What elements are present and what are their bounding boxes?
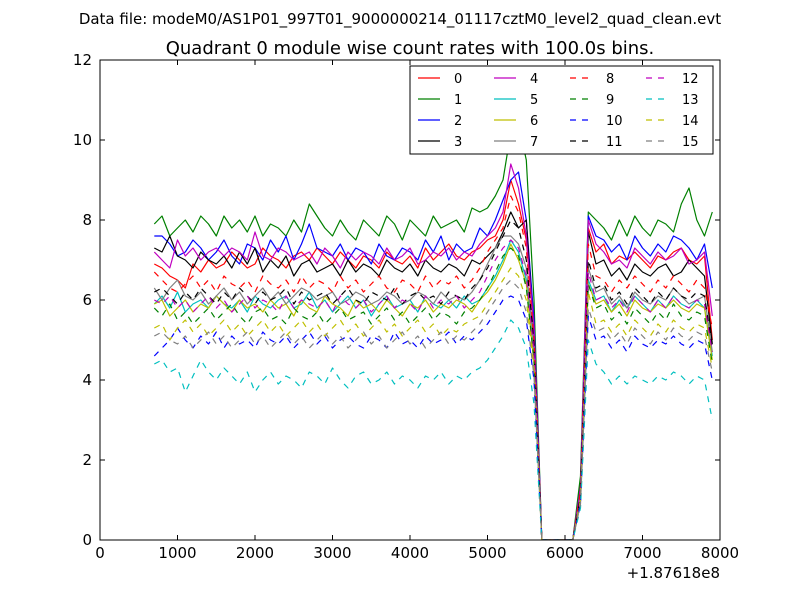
series-line-3 xyxy=(154,211,713,540)
legend-label-3: 3 xyxy=(454,135,462,150)
series-line-12 xyxy=(154,239,713,540)
legend-label-1: 1 xyxy=(454,93,462,108)
series-line-11 xyxy=(154,219,713,540)
y-tick-label: 0 xyxy=(82,531,92,549)
series-line-8 xyxy=(153,195,713,540)
legend-label-0: 0 xyxy=(454,72,462,87)
x-tick-label: 1000 xyxy=(158,544,196,562)
series-layer xyxy=(153,123,713,540)
y-tick-label: 2 xyxy=(82,451,92,469)
legend-label-10: 10 xyxy=(606,114,623,129)
legend-label-8: 8 xyxy=(606,72,614,87)
x-tick-label: 0 xyxy=(95,544,105,562)
series-line-15 xyxy=(154,279,713,540)
series-line-13 xyxy=(154,319,713,540)
series-line-6 xyxy=(154,243,713,540)
legend-label-7: 7 xyxy=(530,135,538,150)
legend-label-4: 4 xyxy=(530,72,538,87)
legend-label-2: 2 xyxy=(454,114,462,129)
chart-suptitle: Data file: modeM0/AS1P01_997T01_90000002… xyxy=(79,10,721,29)
legend-label-9: 9 xyxy=(606,93,614,108)
series-line-0 xyxy=(154,179,713,540)
x-tick-label: 2000 xyxy=(236,544,274,562)
series-line-7 xyxy=(153,235,713,540)
y-tick-label: 12 xyxy=(73,51,92,69)
y-tick-label: 8 xyxy=(82,211,92,229)
y-tick-label: 4 xyxy=(82,371,92,389)
x-tick-label: 7000 xyxy=(623,544,661,562)
x-tick-label: 8000 xyxy=(701,544,739,562)
axes-layer: 0 1000 2000 3000 4000 5000 6000 7000 80000246810… xyxy=(73,51,739,562)
legend-label-13: 13 xyxy=(682,93,699,108)
chart-title: Quadrant 0 module wise count rates with … xyxy=(166,38,655,59)
legend-label-5: 5 xyxy=(530,93,538,108)
series-line-10 xyxy=(153,295,713,540)
legend-box xyxy=(409,65,714,155)
x-tick-label: 6000 xyxy=(546,544,584,562)
x-tick-label: 3000 xyxy=(313,544,351,562)
legend-label-15: 15 xyxy=(682,135,699,150)
series-line-4 xyxy=(153,163,713,540)
legend-label-11: 11 xyxy=(606,135,623,150)
series-line-1 xyxy=(153,123,713,540)
legend-label-12: 12 xyxy=(682,72,699,87)
y-tick-label: 10 xyxy=(73,131,92,149)
x-offset-label: +1.87618e8 xyxy=(627,564,720,582)
y-tick-label: 6 xyxy=(82,291,92,309)
series-line-9 xyxy=(153,247,713,540)
legend-label-6: 6 xyxy=(530,114,538,129)
legend-label-14: 14 xyxy=(682,114,699,129)
x-tick-label: 5000 xyxy=(468,544,506,562)
x-tick-label: 4000 xyxy=(391,544,429,562)
series-line-14 xyxy=(154,267,713,540)
